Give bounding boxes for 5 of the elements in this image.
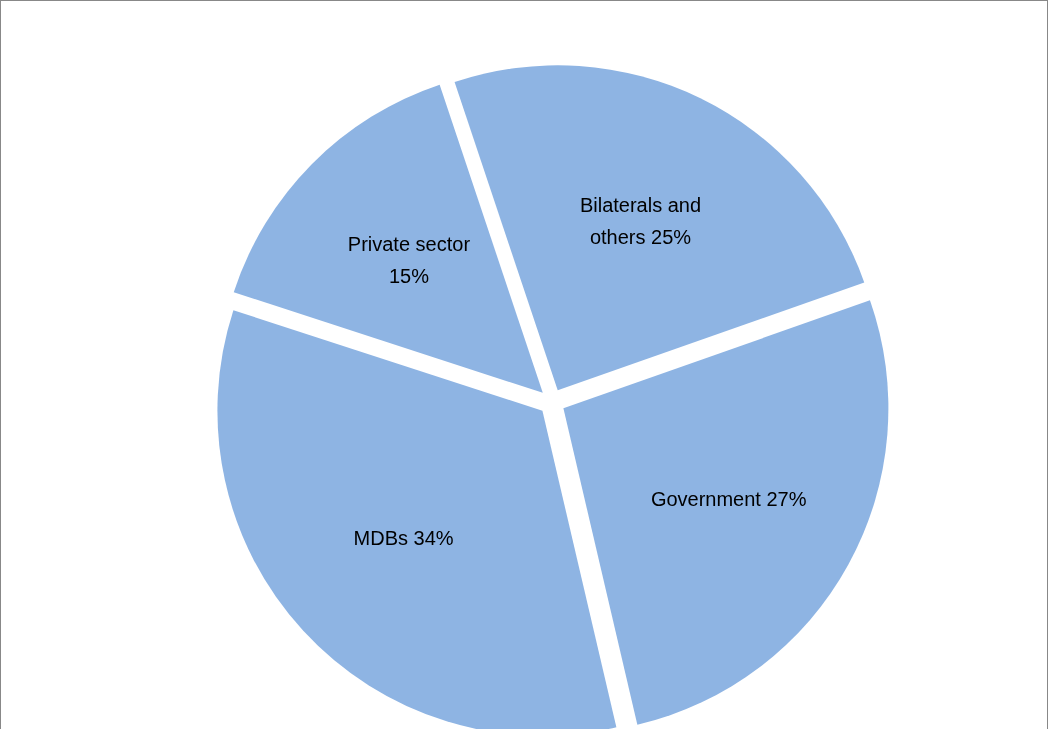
data-label: 15% xyxy=(388,265,430,288)
slice-label: Government 27% xyxy=(650,487,807,510)
slice-label: Bilaterals and others 25% xyxy=(579,193,702,248)
slice-label: MDBs 34% xyxy=(353,527,454,550)
slice-label: Private sector xyxy=(347,233,471,256)
